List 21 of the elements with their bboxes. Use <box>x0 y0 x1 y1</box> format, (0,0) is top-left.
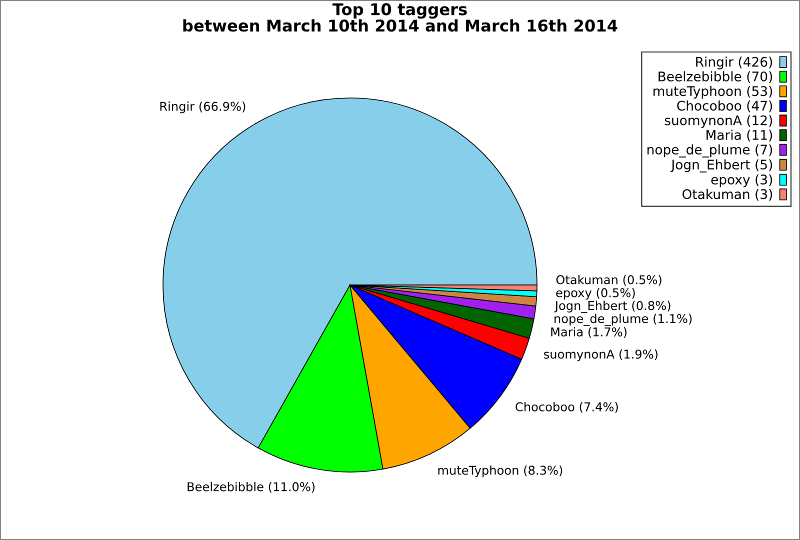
legend-label: suomynonA (12) <box>664 115 772 128</box>
data-label: Chocoboo (7.4%) <box>516 402 618 413</box>
legend-label: Jogn_Ehbert (5) <box>670 159 772 172</box>
legend-label: Beelzebibble (70) <box>658 71 772 84</box>
data-label: epoxy (0.5%) <box>556 288 635 300</box>
data-label: Jogn_Ehbert (0.8%) <box>554 300 670 313</box>
legend-label: epoxy (3) <box>711 174 772 188</box>
legend-label: muteTyphoon (53) <box>654 86 772 99</box>
data-label: muteTyphoon (8.3%) <box>438 465 562 478</box>
data-label: nope_de_plume (1.1%) <box>554 314 692 326</box>
data-label: Maria (1.7%) <box>551 327 627 338</box>
data-label: Ringir (66.9%) <box>160 102 246 114</box>
legend-label: nope_de_plume (7) <box>648 144 772 158</box>
data-label: suomynonA (1.9%) <box>544 349 658 362</box>
data-label: Otakuman (0.5%) <box>556 274 662 286</box>
legend-label: Otakuman (3) <box>682 188 772 201</box>
data-label: Beelzebibble (11.0%) <box>188 482 315 493</box>
chart-title: Top 10 taggers between March 10th 2014 and March 16th 2014 <box>183 3 618 32</box>
legend-label: Maria (11) <box>706 130 772 142</box>
legend-label: Chocoboo (47) <box>677 100 772 112</box>
legend-label: Ringir (426) <box>696 56 772 70</box>
